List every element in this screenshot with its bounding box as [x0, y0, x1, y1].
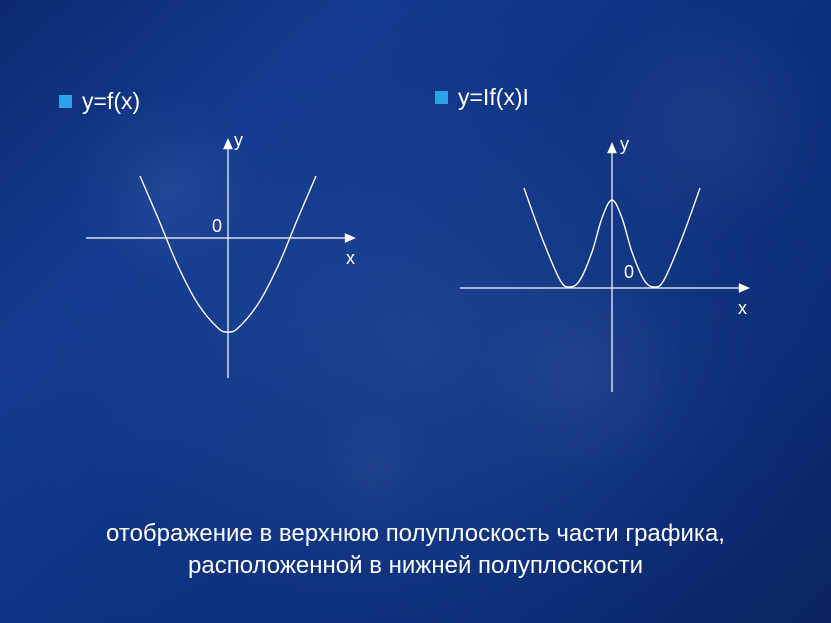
bullet-icon [435, 91, 448, 104]
bullet-icon [59, 95, 72, 108]
right-origin-label: 0 [624, 262, 634, 283]
left-origin-label: 0 [212, 216, 222, 237]
left-y-label: у [234, 130, 243, 151]
left-chart: у х 0 [78, 136, 358, 386]
caption-line1: отображение в верхнюю полуплоскость част… [106, 520, 725, 547]
caption-line2: расположенной в нижней полуплоскости [188, 552, 643, 579]
left-x-label: х [346, 248, 355, 269]
right-chart: у х 0 [452, 140, 752, 400]
right-title: y=If(x)I [458, 84, 529, 111]
left-chart-svg [78, 136, 358, 386]
right-chart-svg [452, 140, 752, 400]
right-title-row: y=If(x)I [435, 84, 529, 111]
right-y-label: у [620, 134, 629, 155]
left-title: y=f(x) [82, 88, 140, 115]
caption: отображение в верхнюю полуплоскость част… [0, 518, 831, 583]
left-title-row: y=f(x) [59, 88, 140, 115]
right-x-label: х [738, 298, 747, 319]
